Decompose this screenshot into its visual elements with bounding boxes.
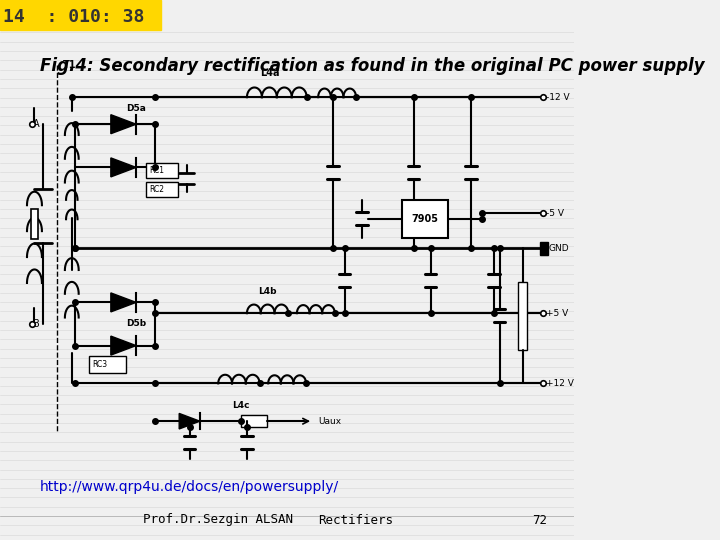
Bar (0, 0, 161, 30)
Polygon shape (111, 114, 136, 134)
Bar (402, 200, 448, 238)
Bar (241, 415, 267, 427)
Text: T1: T1 (63, 60, 76, 70)
Text: RC3: RC3 (92, 360, 107, 369)
Polygon shape (179, 414, 200, 429)
Text: 7905: 7905 (412, 214, 438, 224)
Text: L4c: L4c (233, 401, 250, 410)
Text: Uaux: Uaux (319, 417, 342, 426)
Text: http://www.qrp4u.de/docs/en/powersupply/: http://www.qrp4u.de/docs/en/powersupply/ (40, 480, 339, 494)
Text: D5b: D5b (126, 319, 146, 328)
Text: RC2: RC2 (149, 185, 164, 194)
Bar (146, 182, 178, 197)
Bar (89, 356, 126, 373)
Text: L4a: L4a (260, 68, 279, 78)
Text: 72: 72 (532, 514, 547, 526)
Text: +12 V: +12 V (546, 379, 573, 388)
Bar (518, 282, 527, 350)
Text: Rectifiers: Rectifiers (318, 514, 394, 526)
Polygon shape (111, 158, 136, 177)
Text: L4b: L4b (258, 287, 277, 296)
Text: -5 V: -5 V (546, 209, 564, 218)
Text: GND: GND (549, 244, 569, 253)
Text: Prof.Dr.Sezgin ALSAN: Prof.Dr.Sezgin ALSAN (143, 514, 293, 526)
Text: Fig.4: Secondary rectification as found in the original PC power supply: Fig.4: Secondary rectification as found … (40, 57, 705, 75)
Text: +5 V: +5 V (546, 309, 568, 318)
Text: D5a: D5a (126, 104, 146, 113)
Text: A: A (33, 119, 40, 129)
Polygon shape (111, 293, 136, 312)
Polygon shape (111, 336, 136, 355)
Text: 14  : 010: 38: 14 : 010: 38 (3, 8, 144, 26)
Bar (540, 242, 549, 255)
Bar (31, 209, 38, 239)
Text: RC1: RC1 (149, 166, 164, 175)
Text: -12 V: -12 V (546, 93, 570, 102)
Bar (146, 163, 178, 178)
Text: B: B (33, 319, 40, 329)
